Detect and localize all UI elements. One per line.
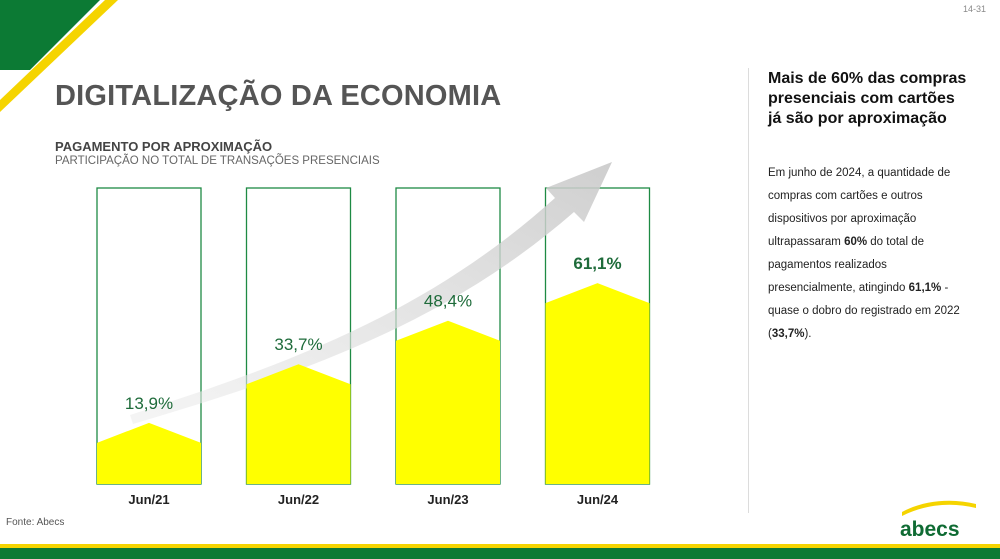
bar xyxy=(97,422,201,484)
sidebar-body-highlight: 61,1% xyxy=(908,282,942,294)
x-tick-label: Jun/22 xyxy=(278,492,319,507)
sidebar-body-highlight: 60% xyxy=(844,236,868,248)
logo-text: abecs xyxy=(900,518,960,541)
data-label: 13,9% xyxy=(125,394,173,413)
bar xyxy=(246,364,351,484)
source-note: Fonte: Abecs xyxy=(6,517,65,528)
chart-subtitle: PARTICIPAÇÃO NO TOTAL DE TRANSAÇÕES PRES… xyxy=(55,155,380,167)
data-label: 33,7% xyxy=(274,335,322,354)
divider xyxy=(748,68,749,513)
growth-arrow xyxy=(130,162,612,424)
footer-stripe-yellow xyxy=(0,544,1000,548)
bar xyxy=(396,320,500,484)
chart-title: PAGAMENTO POR APROXIMAÇÃO xyxy=(55,139,273,154)
x-tick-label: Jun/23 xyxy=(427,492,468,507)
data-label: 61,1% xyxy=(573,254,621,273)
page-title: DIGITALIZAÇÃO DA ECONOMIA xyxy=(55,80,502,112)
corner-decoration xyxy=(0,0,118,112)
footer-stripe xyxy=(0,548,1000,559)
bar-chart: 13,9% Jun/21 33,7% Jun/22 48,4% Jun/23 61,1% Ju… xyxy=(96,162,651,507)
data-label: 48,4% xyxy=(424,292,472,311)
slide-number: 14-31 xyxy=(962,4,986,14)
sidebar-body-text: do total de pagamentos realizados presen… xyxy=(768,236,924,294)
sidebar-body-text: ). xyxy=(804,328,812,340)
sidebar-body-text: Em junho de 2024, a quantidade de compra… xyxy=(768,167,951,248)
x-tick-label: Jun/21 xyxy=(128,492,169,507)
sidebar-body-text: - quase o dobro do registrado em 2022 ( xyxy=(768,282,960,340)
sidebar-body: Em junho de 2024, a quantidade de compra… xyxy=(768,162,968,346)
x-tick-label: Jun/24 xyxy=(577,492,619,507)
abecs-logo-icon xyxy=(902,500,976,516)
sidebar-headline: Mais de 60% das compras presenciais com … xyxy=(768,70,967,127)
sidebar-body-highlight: 33,7% xyxy=(771,328,805,340)
bar xyxy=(545,283,650,484)
